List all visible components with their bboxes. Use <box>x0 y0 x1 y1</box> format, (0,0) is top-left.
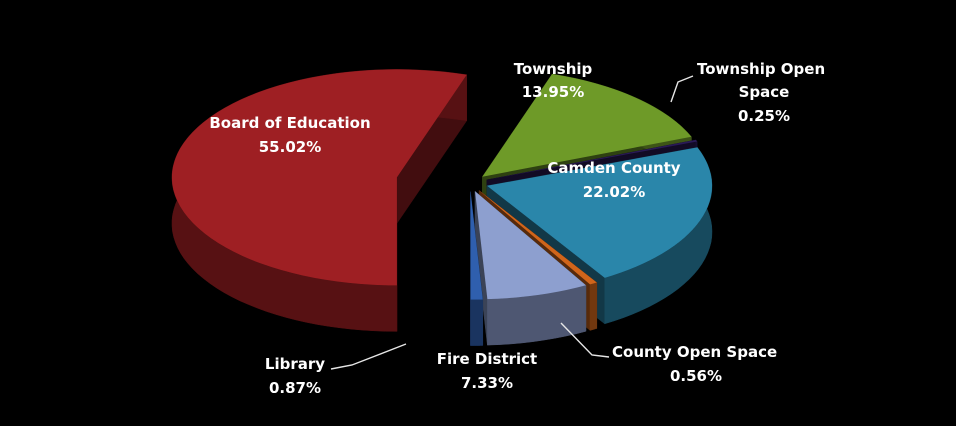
slice-library <box>470 191 483 300</box>
slice-county-open-space <box>479 190 597 285</box>
value-county-open-space: 0.56% <box>670 367 722 385</box>
slice-board-of-education <box>171 69 467 286</box>
value-library: 0.87% <box>269 379 321 397</box>
label-township-open-space-line1: Township Open <box>697 60 825 78</box>
pie-tops <box>171 69 713 300</box>
value-township-open-space: 0.25% <box>738 107 790 125</box>
slice-township-open-space <box>486 139 698 180</box>
leader-county-open-space <box>560 322 610 358</box>
label-board-of-education: Board of Education <box>209 114 370 132</box>
label-camden-county: Camden County <box>547 159 680 177</box>
slice-camden-county <box>487 147 713 278</box>
leader-library <box>330 343 407 370</box>
leader-lines <box>330 75 694 370</box>
slice-township <box>482 74 692 177</box>
label-county-open-space: County Open Space <box>612 343 777 361</box>
slice-fire-district <box>475 191 586 300</box>
label-township-open-space-line2: Space <box>739 83 790 101</box>
label-library: Library <box>265 355 325 373</box>
leader-township-open-space <box>670 75 694 103</box>
value-camden-county: 22.02% <box>583 183 645 201</box>
value-fire-district: 7.33% <box>461 374 513 392</box>
value-board-of-education: 55.02% <box>259 138 321 156</box>
label-fire-district: Fire District <box>437 350 537 368</box>
value-township: 13.95% <box>522 83 584 101</box>
label-township: Township <box>514 60 593 78</box>
